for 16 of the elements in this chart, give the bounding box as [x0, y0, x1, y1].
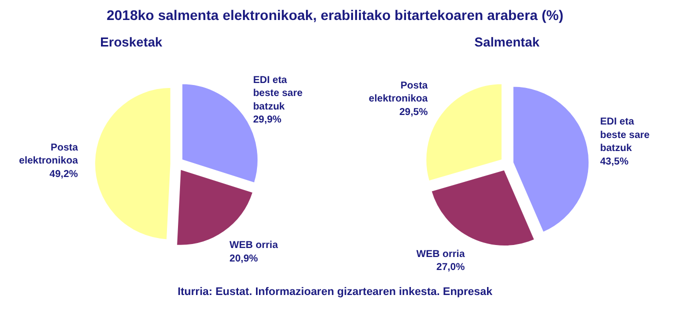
text: 2018ko salmenta elektronikoak, erabilitako bitartekoaren arabera (%) [106, 6, 564, 25]
data-label: 29,5% [399, 106, 428, 118]
data-label: 27,0% [436, 262, 465, 274]
slice-label: Posta elektronikoa [19, 142, 78, 167]
data-label: 20,9% [230, 253, 258, 264]
slice-label: Posta elektronikoa [368, 80, 428, 105]
slice-label: EDI eta beste sare batzuk [253, 74, 303, 112]
data-label: 43,5% [600, 156, 629, 168]
text: Iturria: Eustat. Informazioaren gizartearen inkesta. Enpresak [178, 285, 492, 300]
data-label: 49,2% [50, 168, 78, 180]
slice-label: EDI eta beste sare batzuk [600, 116, 650, 154]
chart-subtitle: Erosketak [100, 34, 164, 50]
slice-label: WEB orria [416, 249, 466, 260]
slice-label: WEB orria [230, 240, 278, 252]
data-label: 29,9% [253, 114, 282, 126]
chart-subtitle: Salmentak [474, 34, 540, 50]
